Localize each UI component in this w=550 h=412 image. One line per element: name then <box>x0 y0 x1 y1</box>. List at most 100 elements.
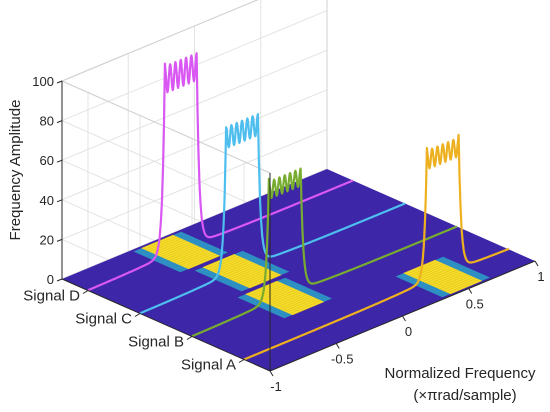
floor-band-stripe <box>243 272 276 286</box>
axes-ticks: 0 20 40 60 80 100 -1 -0.5 0 0.5 1 Signal A Signal B S… <box>23 74 544 394</box>
floor-band-stripe <box>278 295 311 310</box>
floor-band-stripe <box>202 253 235 268</box>
y-tick <box>82 290 89 294</box>
floor-band-stripe <box>174 249 207 264</box>
z-tick-label: 100 <box>32 74 54 89</box>
floor-band <box>141 235 220 269</box>
floor-band-stripe <box>221 262 254 277</box>
x-tick <box>335 343 340 349</box>
floor-band <box>245 281 324 315</box>
x-axis-unit-label: (×πrad/sample) <box>413 387 516 404</box>
z-tick-label: 20 <box>40 232 54 247</box>
floor-band-stripe <box>250 283 283 297</box>
floor-band-stripe <box>261 288 294 302</box>
y-tick-label: Signal C <box>75 311 132 328</box>
floor-band-stripe <box>219 261 252 275</box>
floor-band-stripe <box>185 254 218 269</box>
floor-band-stripe <box>281 296 314 311</box>
series-line-signal-d <box>87 52 354 292</box>
floor-base <box>62 169 535 371</box>
floor-band-stripe <box>155 240 188 255</box>
y-tick-label: Signal D <box>23 288 80 305</box>
z-tick-label: 60 <box>40 153 54 168</box>
floor-band-stripe <box>230 266 263 280</box>
floor-band-stripe <box>182 253 215 267</box>
z-tick <box>56 199 63 203</box>
floor-band-stripe <box>149 238 182 253</box>
floor-band-stripe <box>286 299 319 313</box>
x-axis-label: Normalized Frequency <box>385 365 536 382</box>
floor-band-stripe <box>450 280 483 295</box>
z-tick <box>56 80 63 84</box>
floor-band-stripe <box>441 276 474 291</box>
x-tick <box>534 260 539 267</box>
floor-band-stripe <box>160 243 193 258</box>
floor-band-stripe <box>419 267 452 281</box>
z-tick <box>56 159 63 163</box>
floor-band-stripe <box>177 250 210 265</box>
floor-band-stripe <box>232 267 265 282</box>
floor-band-stripe <box>235 268 268 283</box>
x-tick <box>402 315 406 322</box>
y-tick <box>134 313 141 317</box>
floor-band-stripe <box>144 235 177 250</box>
z-tick-label: 0 <box>47 272 54 287</box>
floor-band-stripe <box>425 269 458 284</box>
floor-band-stripe <box>166 245 199 260</box>
z-tick-label: 40 <box>40 193 54 208</box>
floor-band-stripe <box>403 259 436 274</box>
x-tick-label: -1 <box>270 379 282 394</box>
floor-band-stripe <box>245 280 278 295</box>
floor-band-stripe <box>241 270 274 285</box>
floor-band-stripe <box>447 279 480 294</box>
z-tick <box>56 278 63 282</box>
z-tick-label: 80 <box>40 114 54 129</box>
y-axis-line <box>61 278 271 372</box>
floor-band-stripe <box>171 248 204 262</box>
floor-band <box>202 254 282 289</box>
y-tick-label: Signal A <box>181 357 236 374</box>
floor-band-stripe <box>408 262 441 276</box>
floor-band-stripe <box>163 244 196 259</box>
floor-band-stripe <box>188 255 221 270</box>
floor-band-stripe <box>157 242 190 256</box>
floor-band-stripe <box>436 274 469 289</box>
series-line-signal-a <box>243 133 510 361</box>
series-line-signal-b <box>191 167 458 338</box>
y-tick-label: Signal B <box>128 334 184 351</box>
floor-band-stripe <box>433 273 466 287</box>
floor-band-stripe <box>141 234 174 249</box>
floor-band-stripe <box>270 291 303 306</box>
floor-band-stripe <box>275 294 308 308</box>
floor-band-stripe <box>292 301 325 316</box>
x-tick-label: 0.5 <box>466 297 484 312</box>
floor-band-stripe <box>267 290 300 305</box>
z-axis-label: Frequency Amplitude <box>7 100 24 241</box>
floor-band-stripe <box>210 257 243 272</box>
floor-band-stripe <box>259 286 292 301</box>
floor-band-stripe <box>272 292 305 307</box>
x-tick <box>269 370 274 377</box>
x-tick-label: 1 <box>537 269 544 284</box>
floor-band-stripe <box>179 251 212 266</box>
floor-band-stripe <box>417 265 450 280</box>
series-lines <box>87 52 510 361</box>
x-tick-label: 0 <box>405 324 412 339</box>
floor-band-stripe <box>224 263 257 278</box>
floor-band-stripe <box>439 275 472 290</box>
floor-band-stripe <box>283 297 316 312</box>
x-tick <box>468 288 473 294</box>
y-tick <box>186 336 193 340</box>
floor-band-stripe <box>168 246 201 261</box>
floor-band-stripe <box>246 273 279 288</box>
floor-band-stripe <box>146 237 179 251</box>
z-tick <box>56 120 63 124</box>
floor-band-stripe <box>444 278 477 292</box>
floor-band-stripe <box>422 268 455 283</box>
floor-band-stripe <box>411 263 444 278</box>
x-tick-label: -0.5 <box>331 352 353 367</box>
floor-band-stripe <box>227 264 260 279</box>
floor-band-stripe <box>216 260 249 274</box>
